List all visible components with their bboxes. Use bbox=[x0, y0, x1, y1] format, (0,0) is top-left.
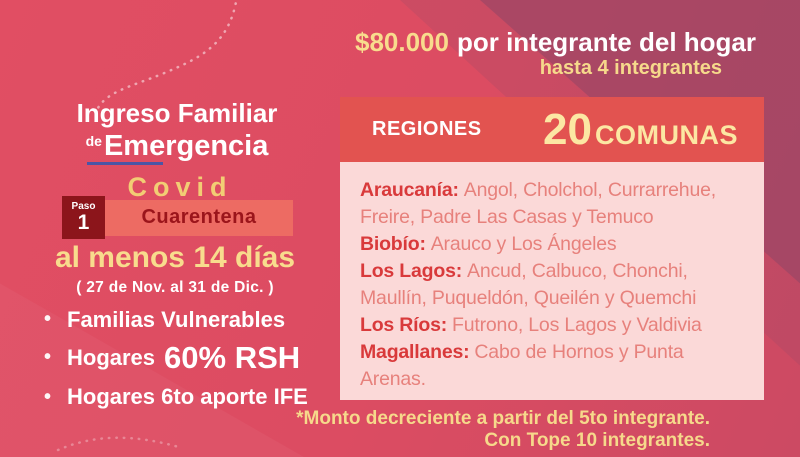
region-entry: Araucanía: Angol, Cholchol, Currarrehue, … bbox=[360, 177, 748, 231]
step-badge: Paso 1 bbox=[62, 196, 105, 239]
region-comunas: Arauco y Los Ángeles bbox=[430, 233, 617, 255]
duration-dates: ( 27 de Nov. al 31 de Dic. ) bbox=[76, 279, 274, 296]
region-name: Los Ríos: bbox=[360, 314, 448, 336]
hero-amount-line: $80.000 por integrante del hogar bbox=[355, 27, 756, 58]
list-item: • Hogares 6to aporte IFE bbox=[44, 378, 354, 416]
footnote-line2: Con Tope 10 integrantes. bbox=[484, 430, 710, 451]
amount-value: $80.000 bbox=[354, 27, 449, 57]
step-status-row: Paso 1 Cuarentena bbox=[62, 196, 293, 239]
step-badge-number: 1 bbox=[77, 211, 90, 234]
region-name: Magallanes: bbox=[360, 341, 470, 363]
logo-line2-word: Emergencia bbox=[103, 130, 269, 162]
region-comunas: Cabo de Hornos y Punta Arenas. bbox=[360, 341, 684, 390]
region-comunas: Futrono, Los Lagos y Valdivia bbox=[452, 314, 702, 336]
region-entry: Magallanes: Cabo de Hornos y Punta Arenas… bbox=[360, 339, 748, 393]
duration-headline: al menos 14 días bbox=[54, 241, 296, 274]
bullet-dot: • bbox=[44, 385, 52, 408]
comunas-count: 20 bbox=[543, 104, 592, 154]
region-name: Araucanía: bbox=[360, 179, 459, 201]
bullet-dot: • bbox=[44, 346, 52, 368]
regions-panel-header: REGIONES 20 COMUNAS bbox=[340, 97, 764, 162]
logo-line1: Ingreso Familiar bbox=[76, 98, 278, 128]
footnote: *Monto decreciente a partir del 5to inte… bbox=[296, 408, 710, 452]
comunas-word: COMUNAS bbox=[595, 119, 738, 150]
logo-line2: deEmergencia bbox=[57, 126, 297, 161]
footnote-line1: *Monto decreciente a partir del 5to inte… bbox=[296, 408, 710, 429]
region-entry: Biobío: Arauco y Los Ángeles bbox=[360, 231, 748, 258]
region-name: Biobío: bbox=[360, 233, 426, 255]
quarantine-status-bar: Cuarentena bbox=[105, 199, 293, 236]
beneficiary-emphasis: 60% RSH bbox=[164, 339, 301, 375]
regions-label: REGIONES bbox=[372, 118, 482, 140]
beneficiary-text: Hogares 6to aporte IFE bbox=[67, 384, 308, 409]
region-name: Los Lagos: bbox=[360, 260, 463, 282]
list-item: • Hogares 60% RSH bbox=[44, 337, 354, 378]
logo-underline-decoration bbox=[87, 162, 163, 165]
beneficiary-text: Familias Vulnerables bbox=[67, 306, 286, 332]
amount-text: por integrante del hogar bbox=[456, 27, 756, 57]
logo-covid-label: Covid bbox=[127, 172, 233, 202]
regions-panel-body: Araucanía: Angol, Cholchol, Currarrehue, … bbox=[340, 162, 764, 400]
comunas-counter: 20 COMUNAS bbox=[543, 105, 738, 155]
logo-de-prefix: de bbox=[85, 133, 102, 149]
program-logo: Ingreso Familiar deEmergencia Covid bbox=[57, 100, 297, 203]
hero-limit-line: hasta 4 integrantes bbox=[539, 57, 722, 79]
bullet-dot: • bbox=[44, 308, 52, 330]
regions-panel: REGIONES 20 COMUNAS Araucanía: Angol, Cho… bbox=[340, 97, 764, 400]
region-entry: Los Ríos: Futrono, Los Lagos y Valdivia bbox=[360, 312, 748, 339]
step-badge-label: Paso bbox=[71, 201, 96, 212]
beneficiary-text: Hogares bbox=[67, 344, 156, 370]
region-comunas: Angol, Cholchol, Currarrehue, Freire, Pa… bbox=[360, 179, 716, 228]
list-item: • Familias Vulnerables bbox=[44, 302, 354, 337]
region-comunas: Ancud, Calbuco, Chonchi, Maullín, Puquel… bbox=[360, 260, 697, 309]
beneficiaries-list: • Familias Vulnerables • Hogares 60% RSH • H… bbox=[44, 302, 354, 416]
region-entry: Los Lagos: Ancud, Calbuco, Chonchi, Maull… bbox=[360, 258, 748, 312]
